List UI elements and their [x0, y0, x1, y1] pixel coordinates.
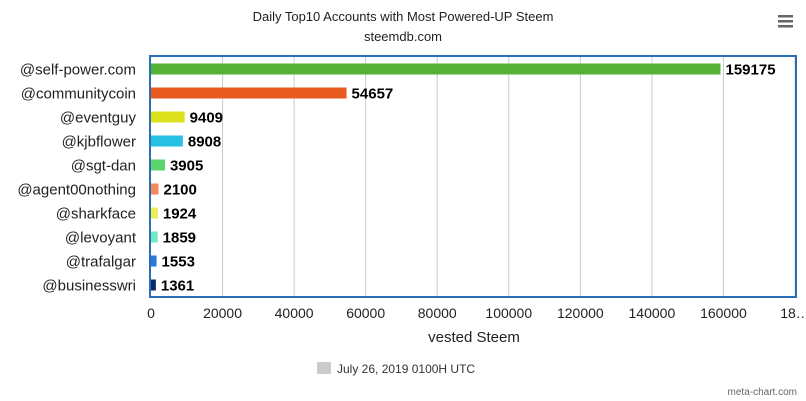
bar[interactable]: [151, 231, 158, 243]
category-labels: @self-power.com @communitycoin @eventguy @k…: [17, 62, 136, 295]
chart-title: Daily Top10 Accounts with Most Powered-U…: [253, 9, 554, 24]
data-label: 1361: [161, 278, 194, 295]
category-label: @eventguy: [60, 110, 137, 127]
chart-subtitle: steemdb.com: [364, 29, 442, 44]
bar[interactable]: [151, 87, 347, 99]
x-tick-label: 20000: [203, 305, 242, 321]
data-label: 159175: [725, 62, 775, 79]
bar[interactable]: [151, 159, 165, 171]
bar[interactable]: [151, 279, 156, 291]
data-label: 2100: [164, 182, 197, 199]
data-label: 1924: [163, 206, 197, 223]
data-label: 8908: [188, 134, 221, 151]
category-label: @communitycoin: [21, 86, 136, 103]
x-tick-label: 18…: [780, 305, 806, 321]
category-label: @trafalgar: [66, 254, 136, 271]
data-label: 54657: [352, 86, 394, 103]
category-label: @businesswri: [42, 278, 136, 295]
plot-frame: [149, 55, 797, 298]
data-label: 1553: [162, 254, 195, 271]
category-label: @kjbflower: [62, 134, 136, 151]
bar[interactable]: [151, 255, 157, 267]
data-label: 1859: [163, 230, 196, 247]
x-axis-ticks: 0 20000 40000 60000 80000 100000 120000 140000 1…: [147, 305, 806, 321]
credit-text[interactable]: meta-chart.com: [728, 387, 797, 398]
hamburger-menu-icon[interactable]: [774, 11, 796, 31]
x-tick-label: 0: [147, 305, 155, 321]
bar[interactable]: [151, 135, 183, 147]
bar[interactable]: [151, 63, 721, 75]
category-label: @sgt-dan: [71, 158, 136, 175]
x-tick-label: 40000: [275, 305, 314, 321]
category-label: @levoyant: [65, 230, 137, 247]
category-label: @self-power.com: [20, 62, 136, 79]
data-label: 3905: [170, 158, 203, 175]
legend-swatch: [317, 362, 331, 374]
x-axis-label: vested Steem: [428, 329, 520, 346]
x-tick-label: 80000: [418, 305, 457, 321]
x-tick-label: 140000: [629, 305, 676, 321]
category-label: @sharkface: [56, 206, 136, 223]
legend[interactable]: July 26, 2019 0100H UTC: [317, 362, 475, 376]
category-label: @agent00nothing: [17, 182, 136, 199]
legend-label: July 26, 2019 0100H UTC: [337, 362, 475, 376]
x-tick-label: 60000: [346, 305, 385, 321]
x-tick-label: 100000: [485, 305, 532, 321]
bar[interactable]: [151, 207, 158, 219]
x-tick-label: 120000: [557, 305, 604, 321]
bar[interactable]: [151, 111, 185, 123]
data-label: 9409: [190, 110, 223, 127]
bars: [151, 63, 721, 291]
bar[interactable]: [151, 183, 159, 195]
x-tick-label: 160000: [700, 305, 747, 321]
data-labels: 159175 54657 9409 8908 3905 2100 1924 1859 1553 1…: [161, 62, 776, 295]
